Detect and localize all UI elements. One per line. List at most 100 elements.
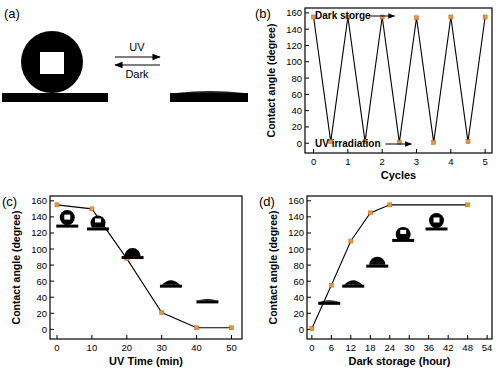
y-tick-label: 0 bbox=[299, 324, 304, 335]
y-tick bbox=[305, 94, 309, 95]
y-tick bbox=[305, 110, 309, 111]
x-tick-label: 18 bbox=[365, 342, 376, 353]
icon-highlight bbox=[434, 217, 440, 222]
y-tick-label: 0 bbox=[297, 138, 302, 149]
y-tick-label: 80 bbox=[291, 73, 302, 84]
y-tick bbox=[307, 297, 311, 298]
y-tick-label: 120 bbox=[286, 40, 302, 51]
x-tick bbox=[196, 335, 197, 339]
data-point bbox=[466, 203, 470, 207]
x-tick bbox=[350, 335, 351, 339]
icon-substrate bbox=[87, 227, 109, 230]
y-tick-label: 60 bbox=[293, 276, 304, 287]
arrow-label: Dark bbox=[125, 68, 149, 80]
data-point bbox=[432, 140, 436, 144]
x-tick-label: 42 bbox=[443, 342, 454, 353]
x-tick bbox=[448, 335, 449, 339]
panel-label: (d) bbox=[259, 194, 275, 209]
y-tick bbox=[305, 45, 309, 46]
data-point bbox=[483, 15, 487, 19]
x-tick-label: 24 bbox=[384, 342, 395, 353]
y-tick bbox=[305, 126, 309, 127]
x-axis-label: UV Time (min) bbox=[109, 355, 183, 367]
arrow bbox=[115, 64, 160, 65]
y-axis-label: Contact angle (degree) bbox=[267, 211, 279, 325]
icon-droplet bbox=[197, 299, 217, 301]
icon-droplet bbox=[60, 210, 75, 225]
x-axis-label: Dark storage (hour) bbox=[348, 355, 450, 367]
annotation-arrow bbox=[385, 144, 411, 145]
x-tick-label: 12 bbox=[346, 342, 357, 353]
y-tick-label: 60 bbox=[36, 276, 47, 287]
y-tick-label: 140 bbox=[288, 211, 304, 222]
x-tick-label: 0 bbox=[311, 156, 316, 167]
x-tick bbox=[231, 335, 232, 339]
plot-frame bbox=[50, 196, 242, 339]
x-tick-label: 2 bbox=[380, 156, 385, 167]
data-point bbox=[466, 140, 470, 144]
panel-label: (c) bbox=[2, 194, 17, 209]
x-tick-label: 10 bbox=[87, 342, 98, 353]
y-tick bbox=[307, 265, 311, 266]
x-axis-label: Cycles bbox=[381, 169, 416, 181]
y-tick bbox=[307, 313, 311, 314]
x-tick bbox=[126, 335, 127, 339]
x-tick-label: 40 bbox=[191, 342, 202, 353]
x-tick bbox=[485, 149, 486, 153]
data-layer bbox=[310, 203, 470, 331]
x-tick bbox=[428, 335, 429, 339]
plot-frame bbox=[305, 8, 492, 153]
chart: 02040608010012014016001020304050UV Time … bbox=[2, 194, 242, 367]
y-tick-label: 40 bbox=[36, 292, 47, 303]
x-tick bbox=[347, 149, 348, 153]
x-tick-label: 1 bbox=[345, 156, 350, 167]
data-point bbox=[310, 327, 314, 331]
y-tick-label: 160 bbox=[286, 7, 302, 18]
panel-label: (b) bbox=[255, 6, 271, 21]
y-tick-label: 140 bbox=[31, 211, 47, 222]
plot-frame bbox=[307, 196, 492, 339]
series-line bbox=[57, 205, 232, 328]
data-point bbox=[415, 16, 419, 20]
y-axis-label: Contact angle (degree) bbox=[265, 24, 277, 138]
icon-droplet bbox=[344, 280, 362, 285]
x-tick bbox=[487, 335, 488, 339]
data-point bbox=[329, 283, 333, 287]
data-layer bbox=[312, 15, 488, 144]
x-tick bbox=[467, 335, 468, 339]
x-tick bbox=[409, 335, 410, 339]
chart: 020406080100120140160061218243036424854D… bbox=[259, 194, 492, 367]
x-tick-label: 30 bbox=[404, 342, 415, 353]
annotation: Dark storge bbox=[315, 10, 371, 21]
icon-droplet bbox=[125, 248, 141, 256]
y-tick-label: 160 bbox=[31, 195, 47, 206]
icon-substrate bbox=[122, 256, 144, 259]
icon-highlight bbox=[95, 218, 101, 222]
y-tick-label: 20 bbox=[36, 308, 47, 319]
x-tick-label: 3 bbox=[414, 156, 419, 167]
x-tick bbox=[331, 335, 332, 339]
data-point bbox=[55, 203, 59, 207]
x-tick bbox=[450, 149, 451, 153]
spread-film bbox=[176, 91, 244, 93]
icon-droplet bbox=[319, 300, 339, 302]
y-tick-label: 160 bbox=[288, 195, 304, 206]
icon-droplet bbox=[396, 227, 411, 239]
y-tick-label: 40 bbox=[291, 105, 302, 116]
data-layer bbox=[55, 203, 234, 330]
icon-droplet bbox=[369, 257, 385, 265]
y-tick-label: 120 bbox=[31, 227, 47, 238]
icon-droplet bbox=[429, 213, 444, 228]
x-tick bbox=[313, 149, 314, 153]
x-tick-label: 0 bbox=[54, 342, 59, 353]
substrate bbox=[2, 93, 108, 102]
arrow-label: UV bbox=[129, 41, 145, 53]
annotation: UV irradiation bbox=[315, 138, 381, 149]
y-axis-label: Contact angle (degree) bbox=[10, 211, 22, 325]
series-line bbox=[312, 205, 468, 329]
data-point bbox=[160, 310, 164, 314]
icon-substrate bbox=[366, 265, 388, 268]
y-tick bbox=[307, 281, 311, 282]
y-tick bbox=[305, 12, 309, 13]
y-tick bbox=[305, 143, 309, 144]
